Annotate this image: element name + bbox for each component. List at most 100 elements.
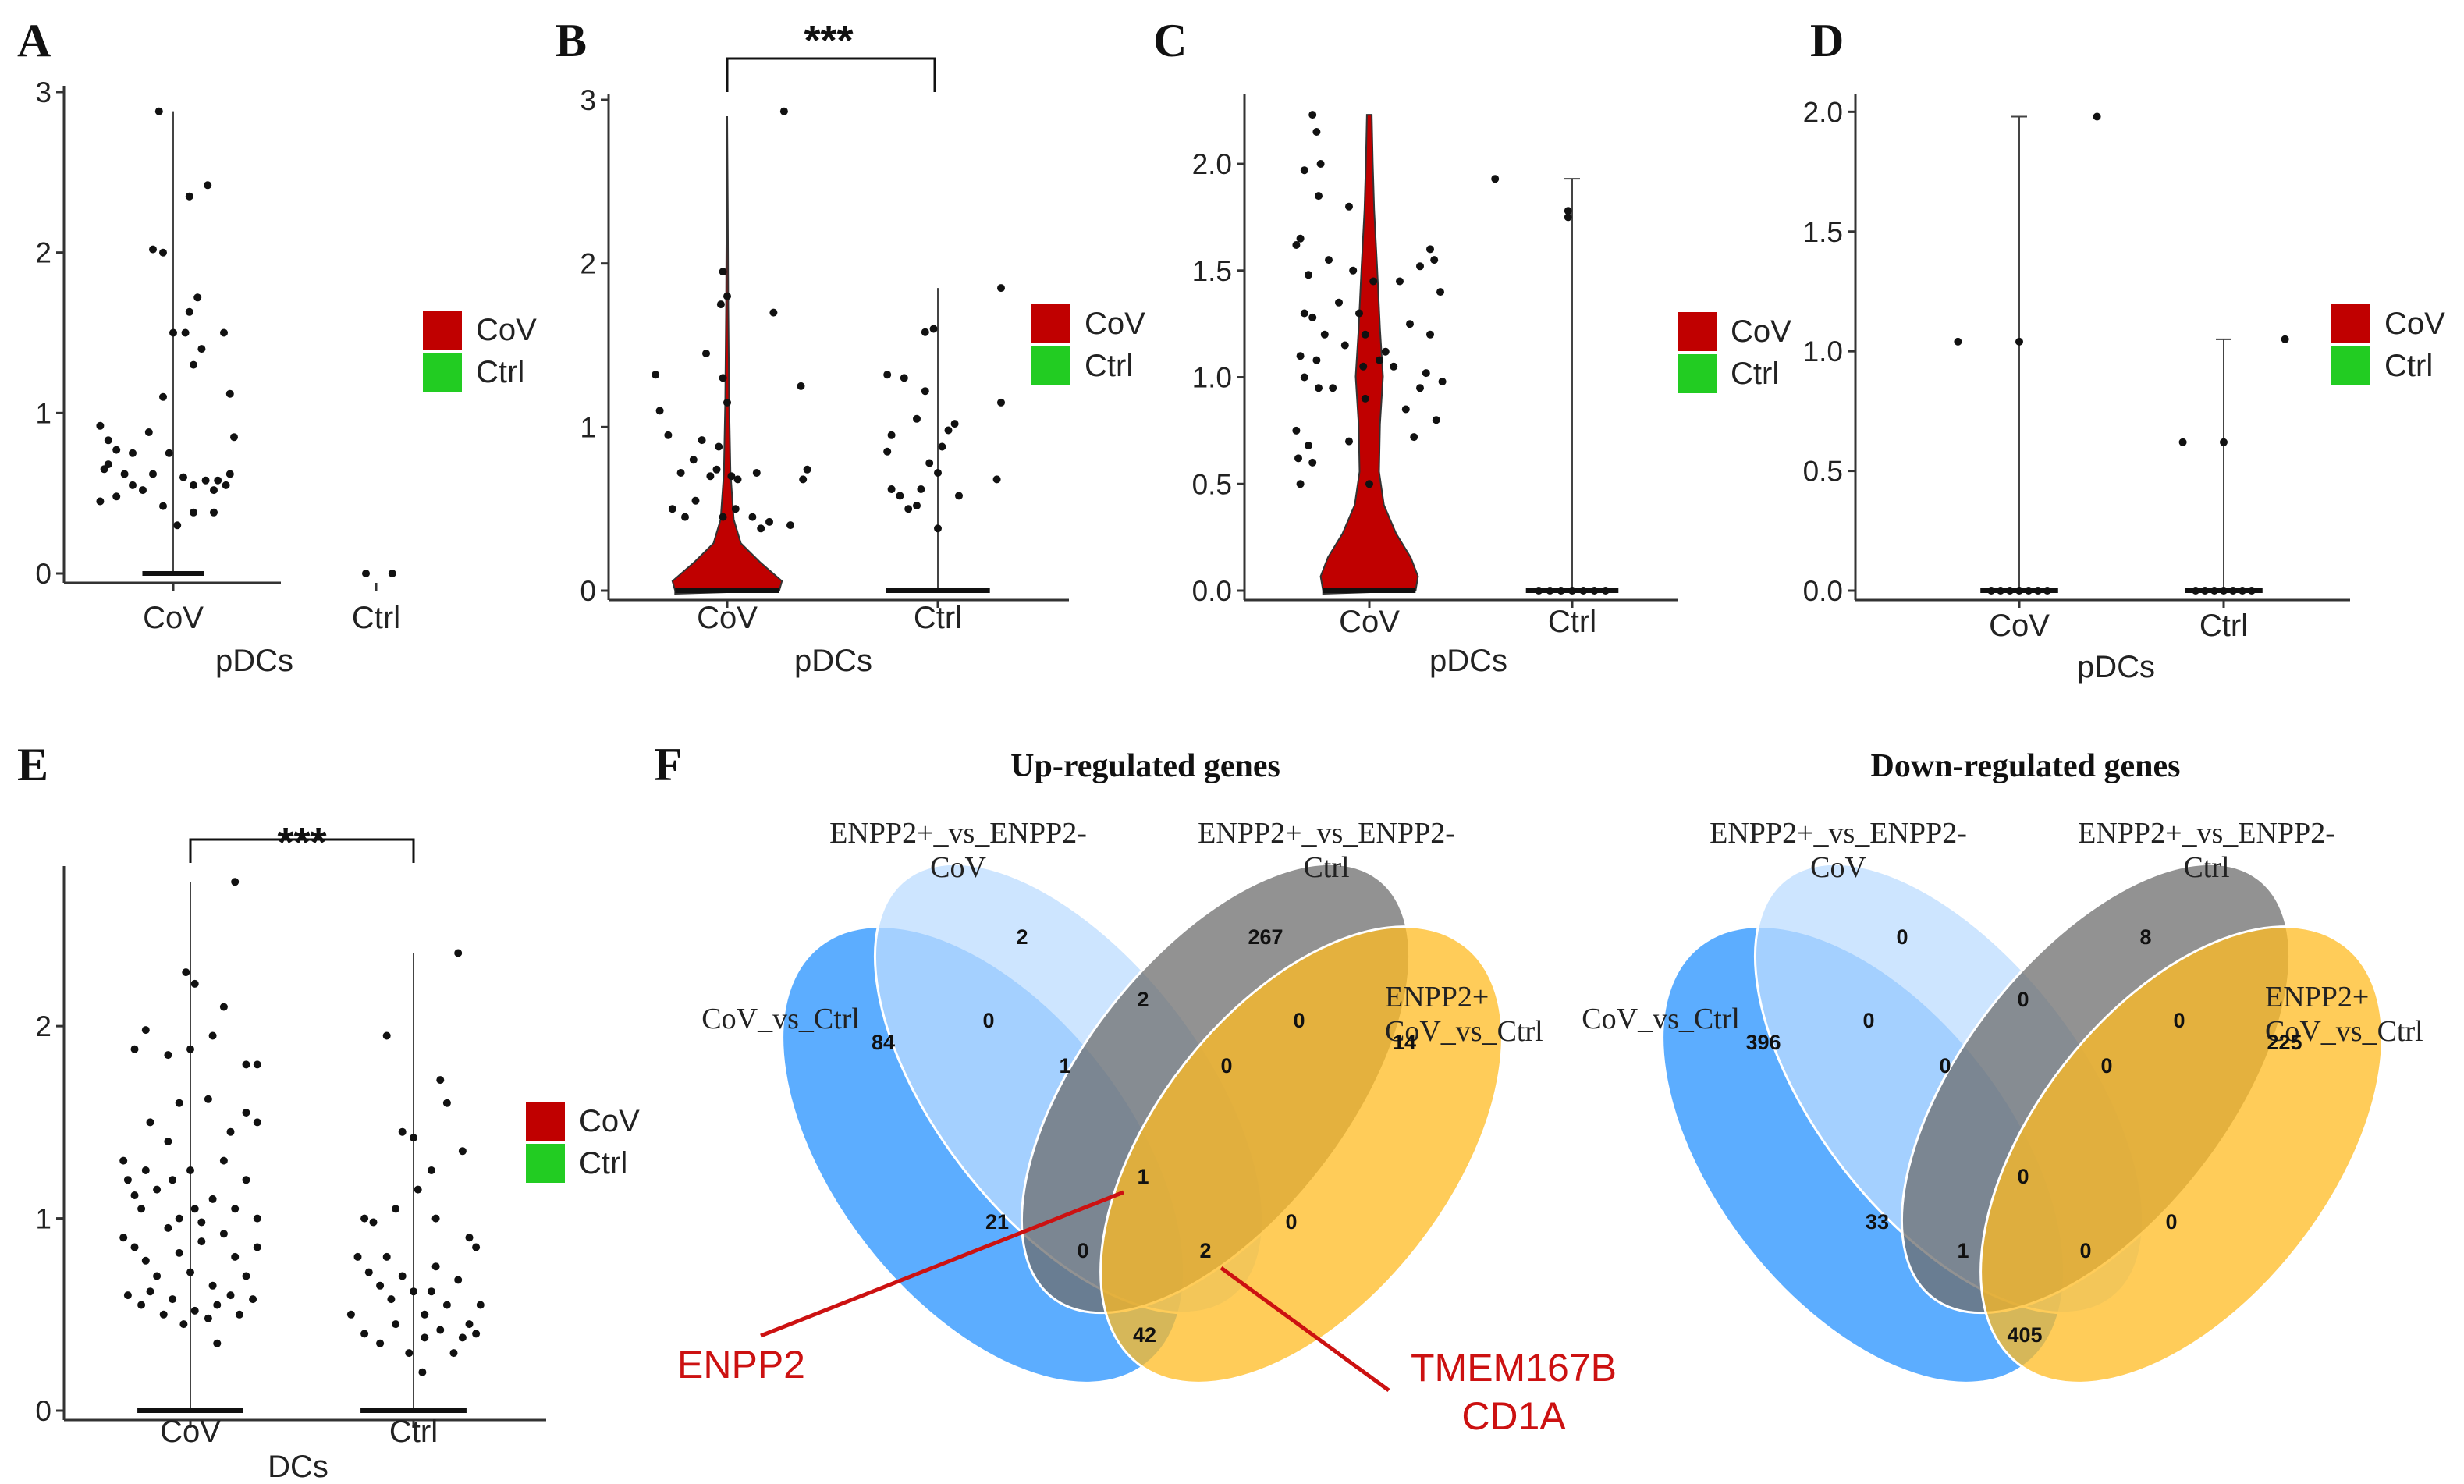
data-point <box>752 469 761 477</box>
data-point <box>96 497 105 506</box>
data-point <box>253 1060 261 1069</box>
legend-label-ctrl: Ctrl <box>1731 357 1779 391</box>
data-point <box>360 1214 369 1223</box>
data-point <box>458 1147 467 1156</box>
data-point <box>681 513 689 521</box>
data-point <box>346 1310 355 1319</box>
data-point <box>1535 587 1543 595</box>
data-point <box>186 1166 194 1174</box>
x-tick-label-ctrl: Ctrl <box>914 601 962 635</box>
region-count: 2 <box>1199 1239 1211 1262</box>
data-point <box>733 475 742 484</box>
x-axis-label: pDCs <box>1429 644 1507 678</box>
data-point <box>185 307 193 316</box>
data-point <box>2025 587 2033 595</box>
data-point <box>1438 378 1447 385</box>
region-count: 1 <box>1137 1165 1149 1188</box>
data-point <box>689 456 698 464</box>
data-point <box>392 1320 400 1329</box>
data-point <box>1292 426 1301 435</box>
data-point <box>1345 202 1353 211</box>
data-point <box>2229 587 2237 595</box>
data-point <box>2201 587 2209 595</box>
data-point <box>190 979 199 988</box>
data-point <box>1401 405 1410 414</box>
venn-title: Down-regulated genes <box>1870 748 2180 784</box>
data-point <box>249 1295 257 1304</box>
data-point <box>1410 433 1418 442</box>
data-point <box>169 1176 177 1184</box>
data-point <box>225 470 234 478</box>
data-point <box>652 371 660 379</box>
data-point <box>1546 587 1554 595</box>
data-point <box>1436 288 1444 296</box>
set-label-cov-vs-ctrl: CoV_vs_Ctrl <box>1582 1003 1740 1035</box>
data-point <box>431 1262 440 1271</box>
legend-swatch-ctrl <box>526 1144 565 1183</box>
legend-label-ctrl: Ctrl <box>1085 349 1133 383</box>
set-label-enpp2-ctrl: ENPP2+_vs_ENPP2-Ctrl <box>2078 817 2335 884</box>
region-count: 0 <box>1220 1054 1232 1077</box>
data-point <box>231 878 240 886</box>
data-point <box>153 1185 162 1194</box>
data-point <box>465 1320 474 1329</box>
data-point <box>2015 337 2023 346</box>
data-point <box>179 473 187 481</box>
x-tick-label-cov: CoV <box>1989 609 2050 643</box>
data-point <box>242 1272 250 1280</box>
data-point <box>398 1127 407 1136</box>
data-point <box>164 1051 172 1060</box>
data-point <box>769 308 778 317</box>
data-point <box>204 181 212 190</box>
y-tick-label: 2.0 <box>1803 96 1843 128</box>
data-point <box>186 1045 194 1053</box>
data-point <box>230 433 238 442</box>
data-point <box>208 1195 217 1203</box>
data-point <box>418 1368 427 1376</box>
data-point <box>149 245 157 254</box>
data-point <box>253 1118 261 1127</box>
data-point <box>1376 356 1383 364</box>
data-point <box>353 1252 362 1261</box>
region-count: 1 <box>1059 1054 1070 1077</box>
data-point <box>1312 356 1321 364</box>
legend-label-cov: CoV <box>1085 307 1145 341</box>
data-point <box>204 1314 212 1322</box>
data-point <box>465 1234 474 1242</box>
legend-swatch-cov <box>1031 304 1070 343</box>
data-point <box>193 293 202 302</box>
data-point <box>382 1031 391 1040</box>
data-point <box>723 292 731 300</box>
data-point <box>702 350 710 357</box>
data-point <box>137 1205 146 1213</box>
data-point <box>2281 335 2289 343</box>
data-point <box>934 469 942 477</box>
data-point <box>141 1256 150 1265</box>
data-point <box>955 492 963 500</box>
panel-label-C: C <box>1153 15 1187 66</box>
data-point <box>129 481 137 489</box>
region-count: 1 <box>1957 1239 1969 1262</box>
data-point <box>950 420 959 428</box>
data-point <box>2220 587 2228 595</box>
data-point <box>190 1306 199 1315</box>
data-point <box>883 447 892 456</box>
data-point <box>2192 587 2200 595</box>
data-point <box>2178 438 2187 446</box>
data-point <box>139 486 147 495</box>
data-point <box>364 1268 373 1276</box>
set-label-enpp2-ctrl: ENPP2+_vs_ENPP2-Ctrl <box>1198 817 1455 884</box>
data-point <box>130 1191 139 1199</box>
data-point <box>165 449 173 457</box>
y-tick-label: 1.0 <box>1192 362 1232 394</box>
data-point <box>454 949 463 957</box>
data-point <box>226 1127 235 1136</box>
x-tick-label-cov: CoV <box>1339 605 1400 639</box>
region-count: 0 <box>1077 1239 1088 1262</box>
data-point <box>208 1281 217 1290</box>
data-point <box>154 107 163 115</box>
data-point <box>1308 458 1317 467</box>
data-point <box>231 1205 240 1213</box>
panel-label-D: D <box>1810 15 1844 66</box>
panel-D: D 0.0 0.5 1.0 1.5 2.0 CoV Ctrl pDCs CoV Ctrl <box>1803 15 2446 684</box>
